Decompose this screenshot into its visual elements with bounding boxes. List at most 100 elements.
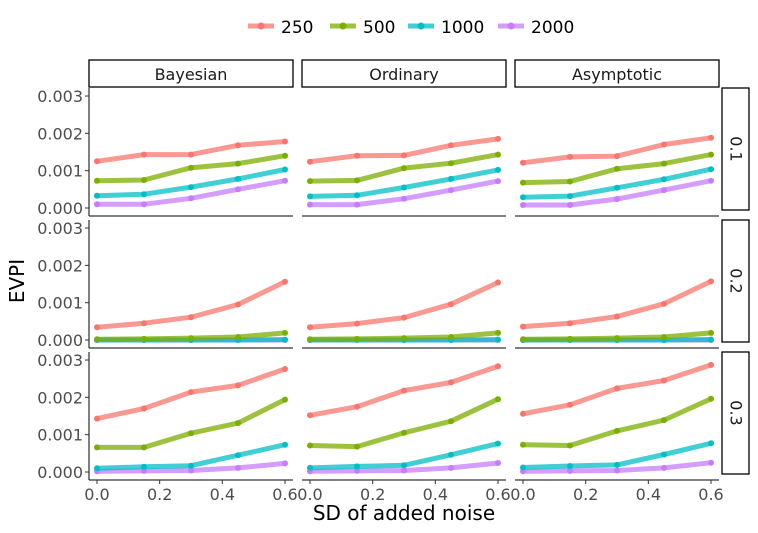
data-point-1000 — [708, 166, 714, 173]
panel-asymptotic-0.2 — [515, 278, 719, 349]
data-point-250 — [94, 415, 100, 422]
data-point-1000 — [614, 461, 620, 468]
data-point-500 — [614, 165, 620, 172]
data-point-250 — [354, 152, 360, 159]
panel-ordinary-0.3 — [302, 363, 506, 481]
data-point-250 — [448, 379, 454, 386]
data-point-250 — [448, 301, 454, 308]
data-point-500 — [495, 396, 501, 403]
data-point-500 — [354, 177, 360, 184]
data-point-2000 — [567, 467, 573, 474]
data-point-250 — [141, 151, 147, 158]
data-point-2000 — [307, 201, 313, 208]
data-point-250 — [307, 412, 313, 419]
data-point-2000 — [661, 464, 667, 471]
data-point-500 — [614, 427, 620, 434]
data-point-1000 — [94, 192, 100, 199]
data-point-500 — [94, 336, 100, 343]
data-point-500 — [141, 177, 147, 183]
data-point-1000 — [495, 336, 501, 343]
strip-box — [301, 59, 507, 88]
data-point-500 — [188, 430, 194, 437]
data-point-2000 — [141, 467, 147, 474]
data-point-500 — [520, 336, 526, 343]
data-point-2000 — [708, 177, 714, 184]
data-point-1000 — [354, 192, 360, 199]
data-point-1000 — [448, 451, 454, 458]
data-point-250 — [188, 314, 194, 321]
strip-box — [721, 351, 750, 475]
data-point-250 — [708, 134, 714, 141]
data-point-500 — [141, 335, 147, 342]
data-point-500 — [282, 152, 288, 159]
strip-label: Asymptotic — [572, 65, 662, 84]
data-point-250 — [235, 382, 241, 389]
strip-box — [88, 59, 294, 88]
data-point-250 — [307, 158, 313, 165]
data-point-250 — [520, 159, 526, 166]
strip-ordinary: Ordinary — [301, 59, 507, 88]
data-point-500 — [567, 335, 573, 342]
data-point-2000 — [520, 202, 526, 208]
data-point-2000 — [448, 187, 454, 194]
legend-key-point — [257, 22, 265, 30]
data-point-2000 — [708, 459, 714, 466]
data-point-1000 — [307, 464, 313, 471]
data-point-500 — [495, 151, 501, 158]
y-tick-label: 0.003 — [37, 87, 83, 106]
data-point-1000 — [520, 464, 526, 471]
x-tick-label: 0.6 — [485, 485, 510, 504]
data-point-250 — [708, 361, 714, 368]
data-point-1000 — [401, 462, 407, 469]
data-point-1000 — [495, 166, 501, 173]
data-point-500 — [188, 335, 194, 342]
y-tick-label: 0.002 — [37, 256, 83, 275]
data-point-1000 — [567, 463, 573, 469]
y-tick-label: 0.002 — [37, 124, 83, 143]
data-point-250 — [495, 279, 501, 286]
data-point-500 — [708, 329, 714, 336]
data-point-250 — [188, 151, 194, 158]
data-point-500 — [94, 177, 100, 184]
data-point-250 — [282, 138, 288, 145]
data-point-500 — [307, 336, 313, 343]
x-tick-label: 0.0 — [297, 485, 322, 504]
data-point-250 — [614, 385, 620, 392]
data-point-2000 — [354, 201, 360, 208]
y-tick-label: 0.003 — [37, 219, 83, 238]
x-axis: 0.0 0.2 0.4 0.6 0.0 0.2 0.4 0.6 0.0 0.2 0.4 0.6 — [84, 480, 724, 504]
data-point-250 — [401, 152, 407, 159]
strip-row-0.1: 0.1 — [721, 87, 750, 211]
data-point-1000 — [188, 462, 194, 469]
data-point-500 — [94, 444, 100, 451]
legend-label: 2000 — [531, 18, 574, 38]
data-point-500 — [567, 178, 573, 185]
data-point-1000 — [567, 193, 573, 200]
strip-box — [721, 87, 750, 211]
data-point-1000 — [520, 194, 526, 201]
data-point-250 — [448, 142, 454, 149]
data-point-2000 — [141, 201, 147, 208]
row-strips: 0.1 0.2 0.3 — [721, 87, 750, 475]
panel-asymptotic-0.3 — [515, 361, 719, 481]
strip-bayesian: Bayesian — [88, 59, 294, 88]
strip-box — [514, 59, 720, 88]
x-tick-label: 0.2 — [360, 485, 385, 504]
data-point-2000 — [401, 195, 407, 202]
legend-key-point — [417, 22, 425, 30]
y-tick-label: 0.000 — [37, 199, 83, 218]
data-point-250 — [661, 377, 667, 384]
data-point-500 — [661, 334, 667, 340]
x-tick-label: 0.4 — [423, 485, 448, 504]
data-point-500 — [401, 429, 407, 436]
data-point-1000 — [708, 440, 714, 447]
strip-box — [721, 219, 750, 343]
data-point-500 — [188, 164, 194, 171]
data-point-250 — [235, 301, 241, 308]
data-point-1000 — [282, 441, 288, 448]
data-point-1000 — [661, 176, 667, 183]
data-point-2000 — [448, 464, 454, 471]
strip-row-0.2: 0.2 — [721, 219, 750, 343]
data-point-1000 — [188, 184, 194, 191]
data-point-500 — [708, 395, 714, 402]
